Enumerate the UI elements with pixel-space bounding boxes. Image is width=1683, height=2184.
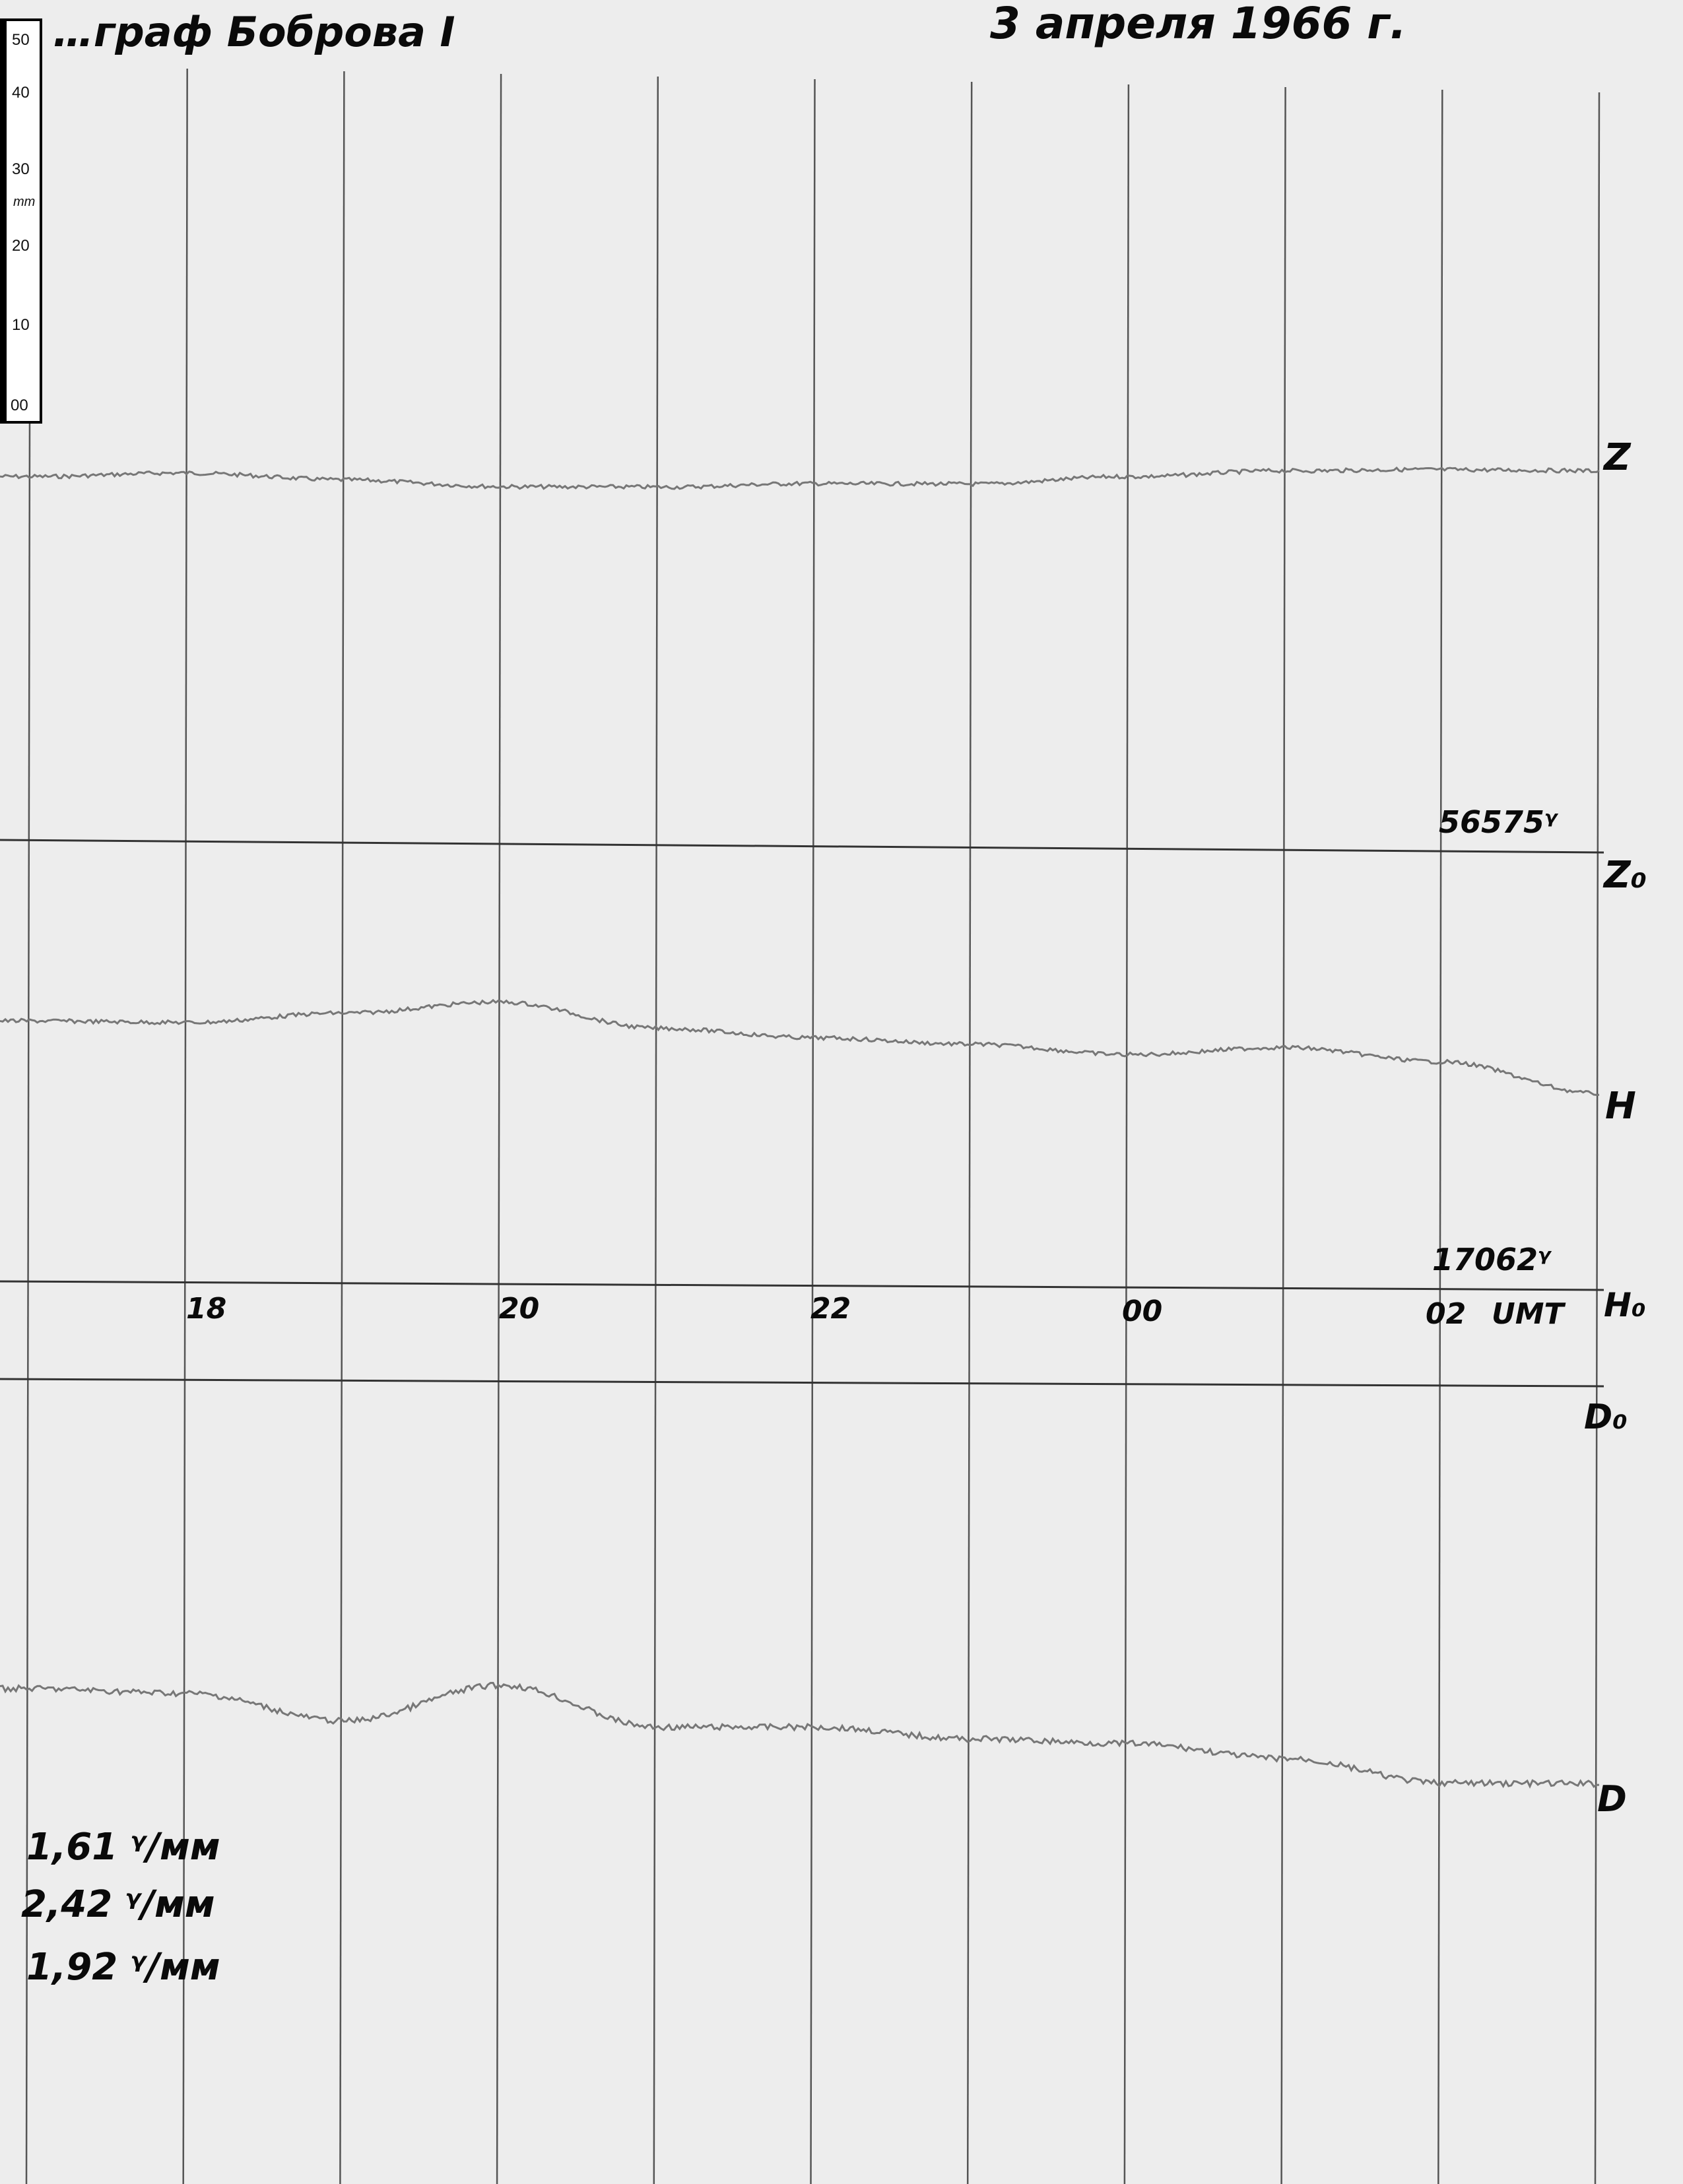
hour-label-00: 00	[1122, 1295, 1162, 1328]
ruler-tick-20: 20	[12, 237, 30, 255]
label-h0-value: 17062ᵞ	[1432, 1242, 1552, 1277]
trace-z	[0, 466, 1600, 490]
traces	[0, 466, 1600, 1789]
hour-gridline-23	[966, 81, 973, 2184]
hour-label-22: 22	[810, 1292, 851, 1326]
h0-baseline	[0, 1280, 1604, 1291]
hour-gridline-18	[182, 68, 188, 2184]
baselines	[0, 839, 1604, 1388]
mm-ruler: 50 40 30 mm 20 10 00	[0, 18, 42, 424]
ruler-unit: mm	[13, 195, 35, 209]
ruler-tick-10: 10	[12, 316, 30, 334]
trace-d	[0, 1681, 1600, 1789]
ruler-tick-00: 00	[11, 397, 28, 414]
hour-label-20: 20	[499, 1292, 539, 1326]
hour-grid	[25, 65, 1600, 2184]
z0-baseline	[0, 839, 1604, 854]
scale-value-d: 1,92 ᵞ/мм	[26, 1946, 220, 1989]
ruler-tick-30: 30	[12, 160, 30, 178]
label-d: D	[1597, 1778, 1627, 1820]
label-z0-value: 56575ᵞ	[1439, 804, 1559, 840]
ruler-tick-50: 50	[12, 31, 30, 49]
hour-gridline-19	[339, 71, 345, 2184]
hour-gridline-20	[496, 73, 502, 2184]
label-z: Z	[1602, 436, 1632, 479]
scale-value-z: 1,61 ᵞ/мм	[26, 1826, 220, 1869]
label-h0: H₀	[1604, 1286, 1646, 1324]
label-d0: D₀	[1584, 1397, 1628, 1437]
instrument-title: …граф Боброва I	[53, 8, 455, 56]
record-date: 3 апреля 1966 г.	[990, 0, 1406, 49]
hour-gridline-02	[1437, 89, 1443, 2184]
trace-h	[0, 998, 1600, 1097]
label-h: H	[1605, 1085, 1636, 1128]
ruler-tick-40: 40	[12, 84, 30, 102]
hour-label-02: 02	[1426, 1297, 1466, 1331]
hour-gridline-01	[1280, 86, 1286, 2184]
d0-baseline	[0, 1378, 1604, 1388]
scale-value-h: 2,42 ᵞ/мм	[21, 1883, 215, 1926]
time-unit-label: UMT	[1492, 1297, 1566, 1331]
hour-gridline-03	[1594, 92, 1600, 2184]
hour-gridline-21	[653, 76, 659, 2184]
label-z0: Z₀	[1602, 854, 1647, 897]
hour-gridline-22	[810, 79, 816, 2184]
hour-gridline-00	[1123, 84, 1130, 2184]
hour-label-18: 18	[186, 1292, 226, 1326]
